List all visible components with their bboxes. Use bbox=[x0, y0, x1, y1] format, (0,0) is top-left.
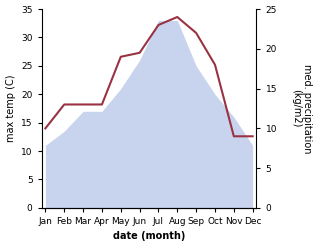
Y-axis label: med. precipitation
(kg/m2): med. precipitation (kg/m2) bbox=[291, 64, 313, 153]
Y-axis label: max temp (C): max temp (C) bbox=[5, 75, 16, 142]
X-axis label: date (month): date (month) bbox=[113, 231, 185, 242]
